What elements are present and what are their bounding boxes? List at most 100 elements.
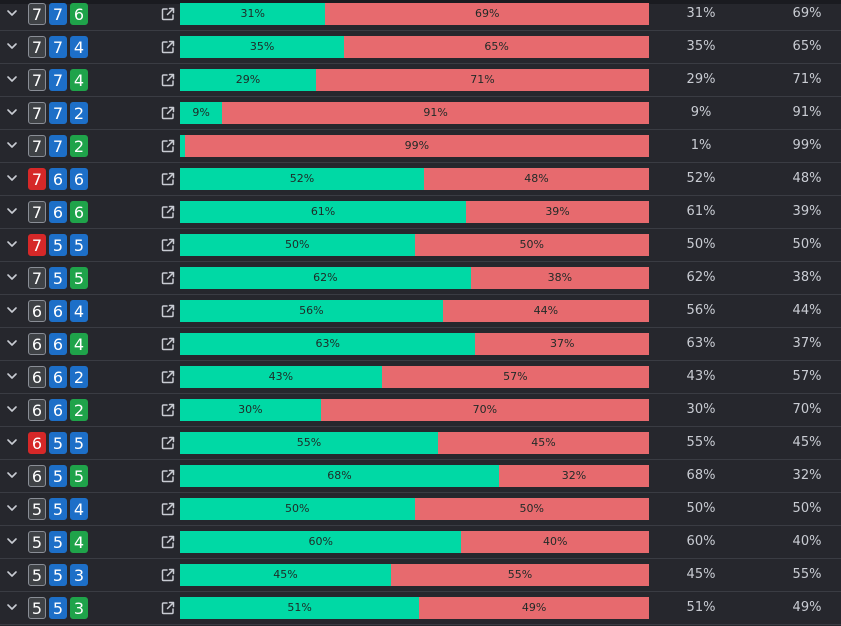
bar-segment-a: 60%: [180, 531, 462, 553]
digit-badge: 7: [28, 135, 46, 157]
percent-b: 70%: [792, 402, 822, 417]
chevron-down-icon[interactable]: [5, 468, 19, 482]
table-row[interactable]: 7 5 5 62% 38% 62% 38%: [0, 262, 841, 295]
external-link-icon[interactable]: [160, 336, 176, 352]
bar-segment-b: 37%: [475, 333, 649, 355]
table-row[interactable]: 7 7 2 9% 91% 9% 91%: [0, 97, 841, 130]
chevron-down-icon[interactable]: [5, 39, 19, 53]
table-row[interactable]: 7 7 2 99% 1% 99%: [0, 130, 841, 163]
chevron-down-icon[interactable]: [5, 402, 19, 416]
digit-badge: 6: [70, 168, 88, 190]
percent-a: 35%: [686, 39, 716, 54]
external-link-icon[interactable]: [160, 468, 176, 484]
digit-badge: 4: [70, 333, 88, 355]
chevron-down-icon[interactable]: [5, 369, 19, 383]
table-row[interactable]: 7 6 6 52% 48% 52% 48%: [0, 163, 841, 196]
external-link-icon[interactable]: [160, 171, 176, 187]
chevron-down-icon[interactable]: [5, 204, 19, 218]
bar-segment-a: 55%: [180, 432, 438, 454]
bar-segment-b: 50%: [414, 234, 649, 256]
percent-b: 91%: [792, 105, 822, 120]
table-row[interactable]: 6 6 4 63% 37% 63% 37%: [0, 328, 841, 361]
digit-badge: 7: [49, 3, 67, 25]
external-link-icon[interactable]: [160, 303, 176, 319]
external-link-icon[interactable]: [160, 237, 176, 253]
table-row[interactable]: 6 5 5 55% 45% 55% 45%: [0, 427, 841, 460]
external-link-icon[interactable]: [160, 105, 176, 121]
percent-b: 50%: [792, 501, 822, 516]
external-link-icon[interactable]: [160, 72, 176, 88]
chevron-down-icon[interactable]: [5, 138, 19, 152]
table-row[interactable]: 7 7 6 31% 69% 31% 69%: [0, 0, 841, 31]
bar-label-a: 9%: [192, 106, 210, 119]
bar-segment-a: 51%: [180, 597, 420, 619]
external-link-icon[interactable]: [160, 567, 176, 583]
table-row[interactable]: 7 6 6 61% 39% 61% 39%: [0, 196, 841, 229]
chevron-down-icon[interactable]: [5, 534, 19, 548]
table-row[interactable]: 5 5 3 45% 55% 45% 55%: [0, 559, 841, 592]
bar-label-a: 35%: [249, 40, 275, 53]
table-row[interactable]: 5 5 4 60% 40% 60% 40%: [0, 526, 841, 559]
table-row[interactable]: 7 7 4 35% 65% 35% 65%: [0, 31, 841, 64]
split-bar: 50% 50%: [180, 498, 649, 520]
digit-badge: 5: [70, 234, 88, 256]
percent-b: 71%: [792, 72, 822, 87]
chevron-down-icon[interactable]: [5, 105, 19, 119]
external-link-icon[interactable]: [160, 204, 176, 220]
table-row[interactable]: 5 5 3 51% 49% 51% 49%: [0, 592, 841, 625]
table-row[interactable]: 5 5 4 50% 50% 50% 50%: [0, 493, 841, 526]
chevron-down-icon[interactable]: [5, 237, 19, 251]
external-link-icon[interactable]: [160, 435, 176, 451]
bar-label-b: 45%: [531, 436, 556, 449]
chevron-down-icon[interactable]: [5, 303, 19, 317]
percent-a: 61%: [686, 204, 716, 219]
chevron-down-icon[interactable]: [5, 270, 19, 284]
external-link-icon[interactable]: [160, 534, 176, 550]
digit-badge: 2: [70, 135, 88, 157]
bar-segment-b: 45%: [437, 432, 649, 454]
table-row[interactable]: 6 6 4 56% 44% 56% 44%: [0, 295, 841, 328]
chevron-down-icon[interactable]: [5, 501, 19, 515]
bar-segment-a: 56%: [180, 300, 443, 322]
bar-segment-a: 29%: [180, 69, 316, 91]
split-bar: 51% 49%: [180, 597, 649, 619]
bar-segment-b: 55%: [391, 564, 649, 586]
external-link-icon[interactable]: [160, 369, 176, 385]
chevron-down-icon[interactable]: [5, 336, 19, 350]
external-link-icon[interactable]: [160, 270, 176, 286]
table-row[interactable]: 7 5 5 50% 50% 50% 50%: [0, 229, 841, 262]
bar-segment-a: 35%: [180, 36, 345, 58]
table-row[interactable]: 6 6 2 43% 57% 43% 57%: [0, 361, 841, 394]
percent-a: 60%: [686, 534, 716, 549]
percent-a: 29%: [686, 72, 716, 87]
digit-badge: 4: [70, 36, 88, 58]
bar-segment-b: 69%: [325, 3, 649, 25]
chevron-down-icon[interactable]: [5, 435, 19, 449]
chevron-down-icon[interactable]: [5, 6, 19, 20]
digit-badge: 6: [70, 3, 88, 25]
bar-segment-b: 71%: [316, 69, 649, 91]
bar-segment-b: 38%: [470, 267, 649, 289]
table-row[interactable]: 6 6 2 30% 70% 30% 70%: [0, 394, 841, 427]
external-link-icon[interactable]: [160, 501, 176, 517]
chevron-down-icon[interactable]: [5, 600, 19, 614]
chevron-down-icon[interactable]: [5, 171, 19, 185]
external-link-icon[interactable]: [160, 402, 176, 418]
external-link-icon[interactable]: [160, 39, 176, 55]
digit-badge: 5: [28, 531, 46, 553]
table-row[interactable]: 6 5 5 68% 32% 68% 32%: [0, 460, 841, 493]
percent-a: 31%: [686, 6, 716, 21]
digit-badge: 5: [49, 531, 67, 553]
chevron-down-icon[interactable]: [5, 567, 19, 581]
bar-segment-b: 65%: [344, 36, 649, 58]
external-link-icon[interactable]: [160, 6, 176, 22]
external-link-icon[interactable]: [160, 138, 176, 154]
table-row[interactable]: 7 7 4 29% 71% 29% 71%: [0, 64, 841, 97]
chevron-down-icon[interactable]: [5, 72, 19, 86]
external-link-icon[interactable]: [160, 600, 176, 616]
digit-badge: 5: [28, 498, 46, 520]
